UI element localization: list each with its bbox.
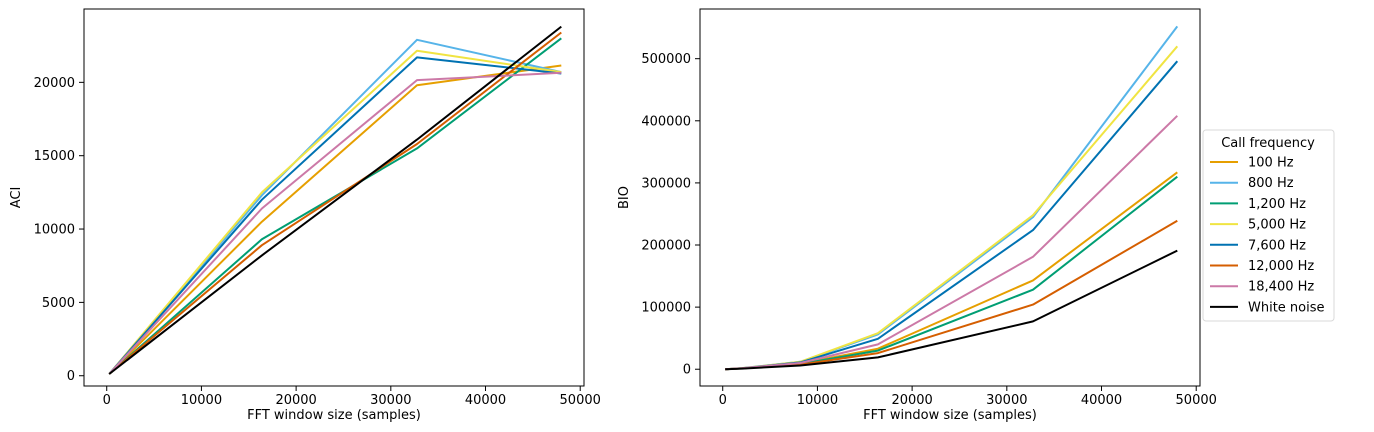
bio-y-tick-label: 500000: [641, 52, 691, 67]
legend-frame: [1202, 129, 1335, 322]
aci-y-tick-label: 20000: [34, 76, 75, 91]
bio-series-lines: [725, 25, 1179, 371]
bio-y-tick-label: 100000: [641, 301, 691, 316]
legend-label-12-000-hz: 12,000 Hz: [1248, 259, 1314, 274]
aci-series-100-hz: [108, 64, 562, 375]
aci-ticks: 0 10000 20000 30000 40000 50000 0 5000 10000 1500…: [34, 76, 601, 408]
legend-label-18-400-hz: 18,400 Hz: [1248, 280, 1314, 295]
bio-y-tick-label: 0: [683, 363, 691, 378]
bio-series-white-noise: [725, 249, 1178, 371]
bio-chart: 0 10000 20000 30000 40000 5000001000002000003…: [617, 8, 1217, 423]
aci-y-tick-label: 0: [67, 369, 75, 384]
legend-title: Call frequency: [1221, 136, 1315, 151]
aci-series-white-noise: [108, 25, 562, 375]
legend-label-100-hz: 100 Hz: [1248, 156, 1294, 171]
aci-x-tick-label: 0: [103, 393, 111, 408]
aci-x-tick-label: 10000: [181, 393, 222, 408]
legend-label-1-200-hz: 1,200 Hz: [1248, 197, 1306, 212]
aci-x-axis-label: FFT window size (samples): [247, 408, 421, 423]
legend-label-white-noise: White noise: [1248, 300, 1325, 315]
bio-x-tick-label: 50000: [1176, 393, 1217, 408]
legend-label-5-000-hz: 5,000 Hz: [1248, 218, 1306, 233]
aci-y-tick-label: 15000: [34, 149, 75, 164]
bio-x-tick-label: 0: [719, 393, 727, 408]
bio-x-tick-label: 20000: [891, 393, 932, 408]
bio-x-tick-label: 40000: [1081, 393, 1122, 408]
bio-series-12-000-hz: [725, 219, 1178, 371]
aci-x-tick-label: 40000: [465, 393, 506, 408]
legend: Call frequency 100 Hz 800 Hz 1,200 Hz 5,000…: [1202, 129, 1335, 322]
bio-series-7-600-hz: [725, 60, 1179, 371]
bio-y-tick-label: 400000: [641, 114, 691, 129]
bio-x-axis-label: FFT window size (samples): [863, 408, 1037, 423]
aci-series-5-000-hz: [108, 49, 562, 375]
bio-plot-frame: [699, 8, 1201, 387]
aci-x-tick-label: 30000: [370, 393, 411, 408]
bio-ticks: 0 10000 20000 30000 40000 5000001000002000003…: [641, 52, 1217, 408]
aci-series-12-000-hz: [108, 31, 562, 375]
legend-label-7-600-hz: 7,600 Hz: [1248, 238, 1306, 253]
aci-plot-frame: [83, 8, 585, 387]
bio-y-tick-label: 200000: [641, 239, 691, 254]
aci-x-tick-label: 20000: [275, 393, 316, 408]
legend-label-800-hz: 800 Hz: [1248, 176, 1294, 191]
bio-y-axis-label: BIO: [617, 186, 632, 209]
aci-series-7-600-hz: [108, 56, 562, 375]
aci-series-lines: [108, 25, 562, 375]
aci-y-tick-label: 5000: [42, 296, 75, 311]
aci-series-18-400-hz: [108, 71, 562, 375]
aci-chart: 0 10000 20000 30000 40000 50000 0 5000 10000 1500…: [9, 8, 601, 423]
bio-y-tick-label: 300000: [641, 176, 691, 191]
aci-series-1-200-hz: [108, 37, 562, 375]
bio-series-800-hz: [725, 25, 1179, 371]
aci-x-tick-label: 50000: [560, 393, 601, 408]
bio-x-tick-label: 10000: [797, 393, 838, 408]
aci-y-axis-label: ACI: [9, 187, 24, 209]
legend-entries: 100 Hz 800 Hz 1,200 Hz 5,000 Hz 7,600 Hz 12,0…: [1210, 156, 1325, 315]
bio-x-tick-label: 30000: [986, 393, 1027, 408]
aci-y-tick-label: 10000: [34, 223, 75, 238]
